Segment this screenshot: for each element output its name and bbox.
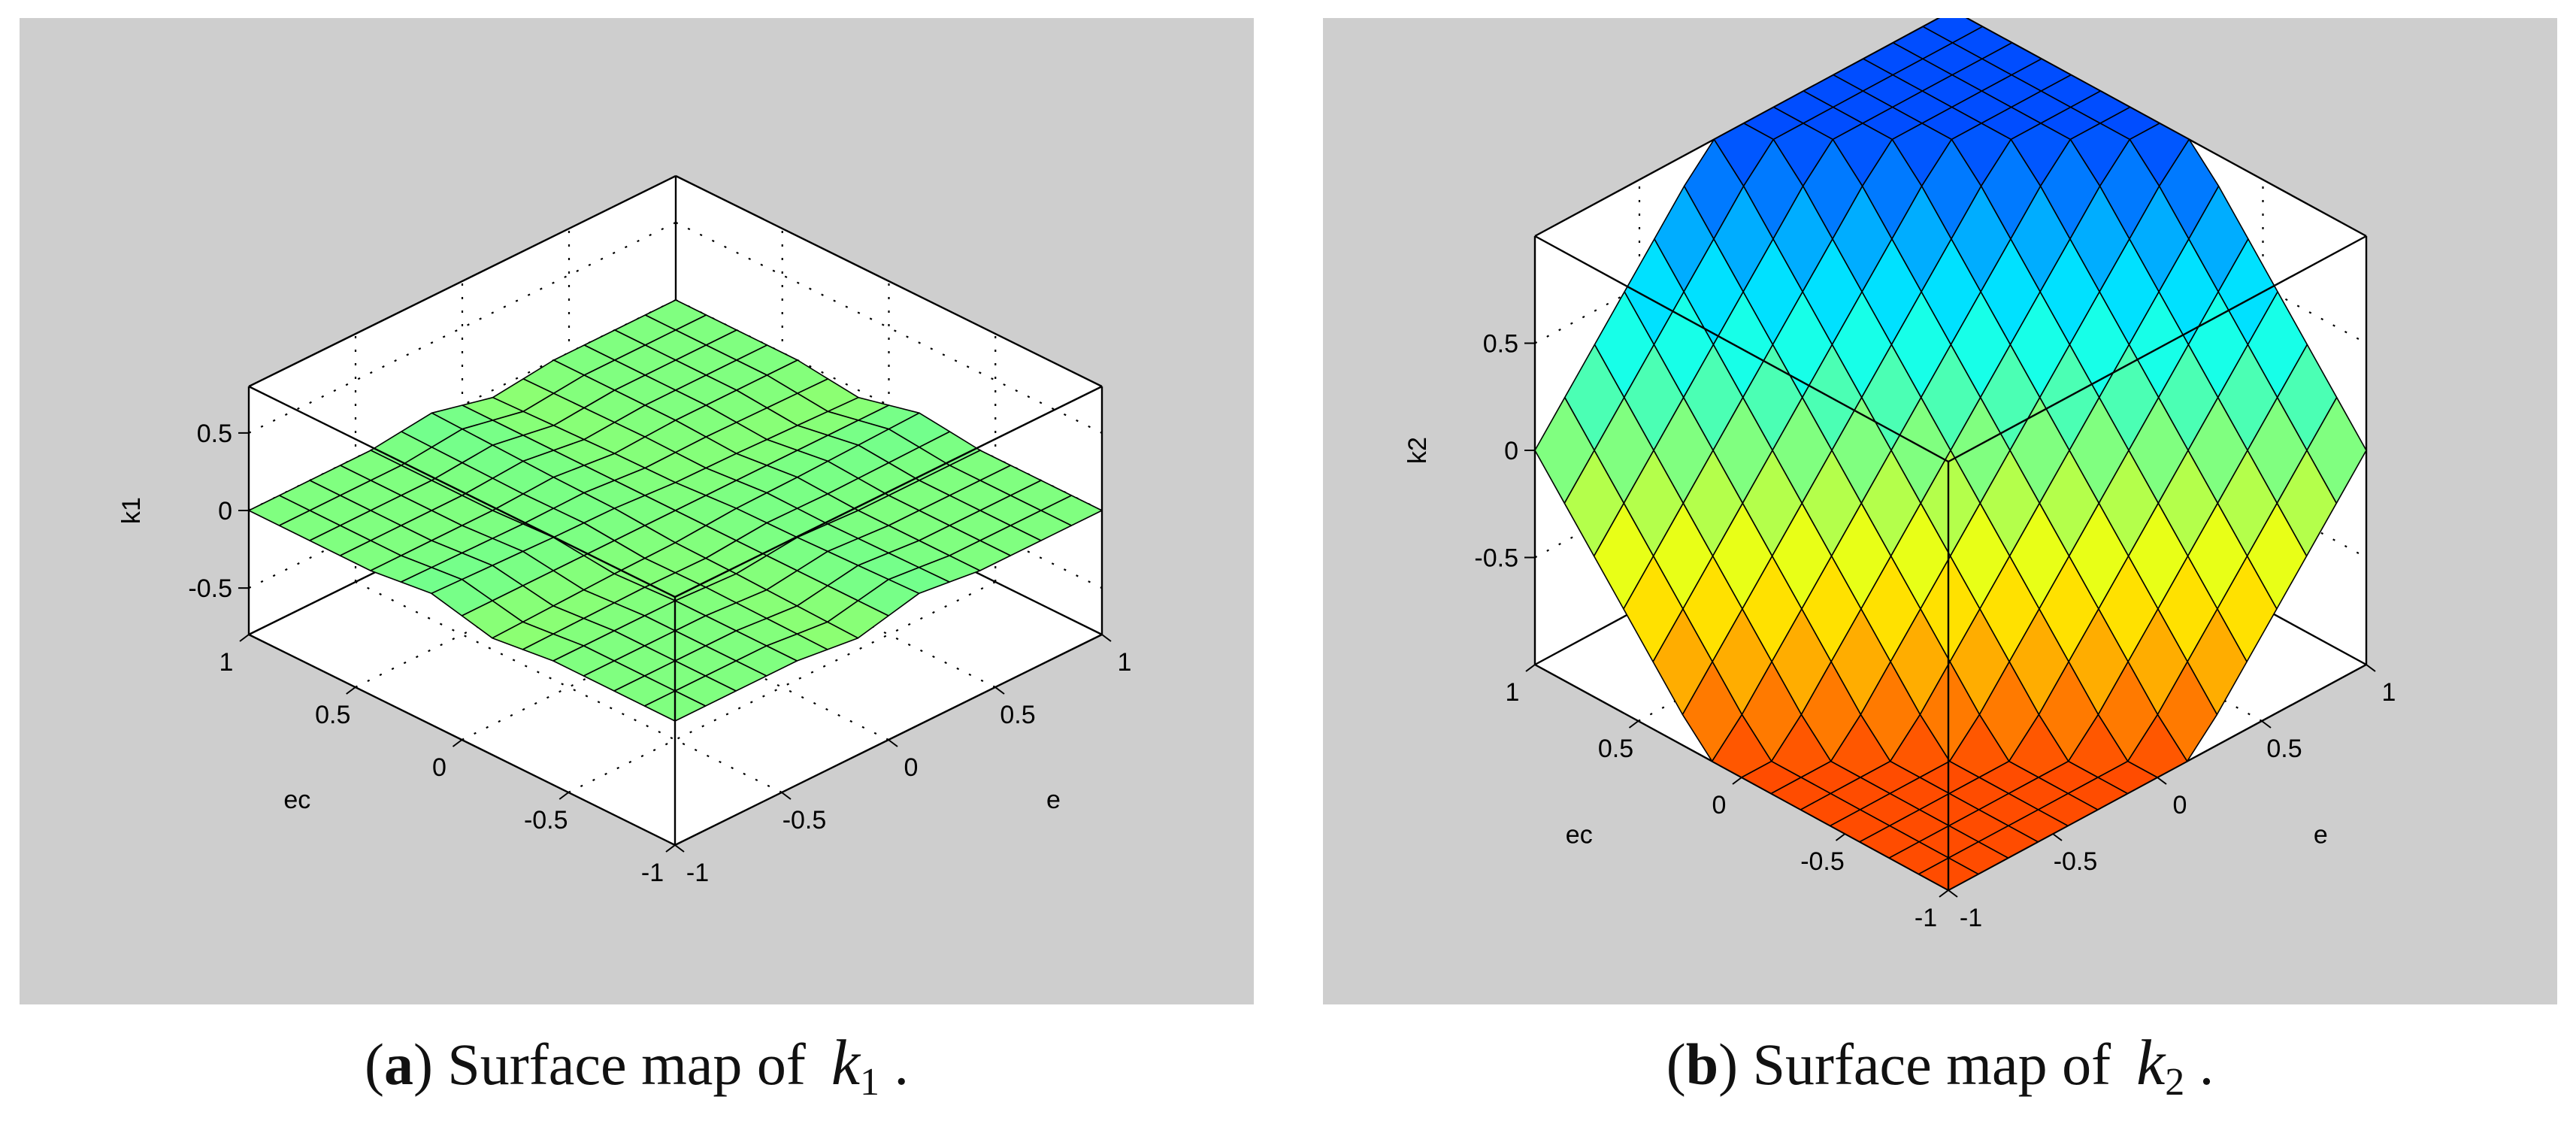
caption-a: (a) Surface map of k1 .: [364, 1026, 910, 1104]
tick-mark: [888, 739, 898, 747]
chart-panel-k1: -1 -1 -0.5 -0.5 0 0 0.5 0.5 1 1 -0.5 0 0.5 e ec k1: [20, 18, 1254, 1004]
z-tick-label: 0: [218, 497, 232, 526]
z-axis-label: k1: [117, 497, 146, 524]
caption-end: .: [894, 1032, 910, 1097]
tick-mark: [558, 792, 569, 800]
tick-mark: [2366, 664, 2376, 672]
z-tick-label: -0.5: [188, 574, 232, 603]
y-tick-label: 0.5: [1598, 735, 1633, 763]
tick-mark: [2261, 720, 2272, 729]
z-tick-label: 0.5: [197, 420, 232, 448]
x-tick-label: 1: [1118, 648, 1132, 677]
tick-mark: [674, 844, 685, 853]
y-tick-label: 0.5: [315, 701, 350, 729]
z-axis-label: k2: [1403, 437, 1432, 464]
box-edge: [674, 385, 1103, 598]
tick-labels: -1 -1 -0.5 -0.5 0 0 0.5 0.5 1 1 -0.5 0 0.5: [188, 420, 1131, 887]
x-tick-label: -0.5: [2054, 847, 2098, 876]
x-tick-label: -1: [1960, 904, 1982, 932]
tick-mark: [346, 686, 356, 695]
x-tick-label: 0.5: [2266, 735, 2302, 763]
z-tick-label: 0: [1504, 437, 1518, 465]
tick-mark: [994, 686, 1005, 695]
tick-mark: [1628, 720, 1639, 729]
x-axis-label: e: [2314, 821, 2328, 850]
tick-mark: [665, 844, 676, 853]
x-axis-label: e: [1046, 786, 1061, 814]
plot-root: -1 -1 -0.5 -0.5 0 0 0.5 0.5 1 1 -0.5 0 0.5 e ec k1: [117, 174, 1131, 887]
front-edges: [248, 385, 1103, 845]
y-tick-label: 1: [219, 648, 234, 677]
caption-sub: 2: [2165, 1061, 2185, 1104]
tick-mark: [452, 739, 463, 747]
y-axis-label: ec: [1566, 821, 1593, 850]
z-tick-label: -0.5: [1474, 544, 1518, 573]
x-tick-label: 1: [2382, 678, 2396, 707]
box-edge: [248, 385, 676, 598]
tick-mark: [1835, 833, 1846, 841]
y-tick-label: -0.5: [524, 806, 568, 835]
tick-mark: [2157, 777, 2167, 785]
chart-panel-k2: -1 -1 -0.5 -0.5 0 0 0.5 0.5 1 1 -0.5 0 0.5 e ec k2: [1323, 18, 2557, 1004]
x-tick-label: 0: [2173, 791, 2187, 820]
surface-plot-k1: -1 -1 -0.5 -0.5 0 0 0.5 0.5 1 1 -0.5 0 0.5 e ec k1: [117, 174, 1131, 887]
y-tick-label: -1: [1915, 904, 1937, 932]
z-tick-label: 0.5: [1483, 330, 1518, 359]
tick-mark: [1948, 889, 1958, 898]
y-axis-label: ec: [283, 786, 310, 814]
tick-labels: -1 -1 -0.5 -0.5 0 0 0.5 0.5 1 1 -0.5 0 0.5: [1474, 330, 2396, 933]
tick-mark: [1732, 777, 1742, 785]
caption-var: k: [831, 1026, 861, 1098]
caption-sub: 1: [860, 1061, 880, 1104]
surface-mesh: [1534, 18, 2367, 891]
x-tick-label: -1: [686, 859, 709, 887]
box-edge: [1534, 235, 1949, 463]
tick-mark: [781, 792, 792, 800]
tick-mark: [1939, 889, 1949, 898]
caption-label: a: [383, 1032, 413, 1097]
caption-b: (b) Surface map of k2 .: [1666, 1026, 2214, 1104]
grid-line: [1952, 117, 2367, 344]
y-tick-label: 0: [1712, 791, 1727, 820]
caption-var: k: [2136, 1026, 2166, 1098]
tick-mark: [1525, 664, 1536, 672]
tick-mark: [2052, 833, 2063, 841]
caption-label: b: [1685, 1032, 1719, 1097]
y-tick-label: -1: [641, 859, 664, 887]
x-tick-label: 0.5: [1000, 701, 1035, 729]
surface-plot-k2: -1 -1 -0.5 -0.5 0 0 0.5 0.5 1 1 -0.5 0 0.5 e ec k2: [1403, 18, 2396, 932]
front-edges: [1534, 235, 2367, 890]
x-tick-label: -0.5: [782, 806, 827, 835]
box-edge: [248, 174, 677, 388]
y-tick-label: 1: [1506, 678, 1520, 707]
caption-end: .: [2199, 1032, 2214, 1097]
plot-root: -1 -1 -0.5 -0.5 0 0 0.5 0.5 1 1 -0.5 0 0.5 e ec k2: [1403, 18, 2396, 932]
tick-mark: [239, 634, 250, 642]
box-edge: [1948, 235, 2367, 463]
caption-text: ) Surface map of: [1718, 1032, 2111, 1097]
tick-mark: [1101, 634, 1112, 642]
y-tick-label: -0.5: [1800, 847, 1845, 876]
y-tick-label: 0: [432, 753, 446, 782]
x-tick-label: 0: [904, 753, 919, 782]
box-edge: [675, 174, 1103, 388]
caption-text: ) Surface map of: [413, 1032, 806, 1097]
